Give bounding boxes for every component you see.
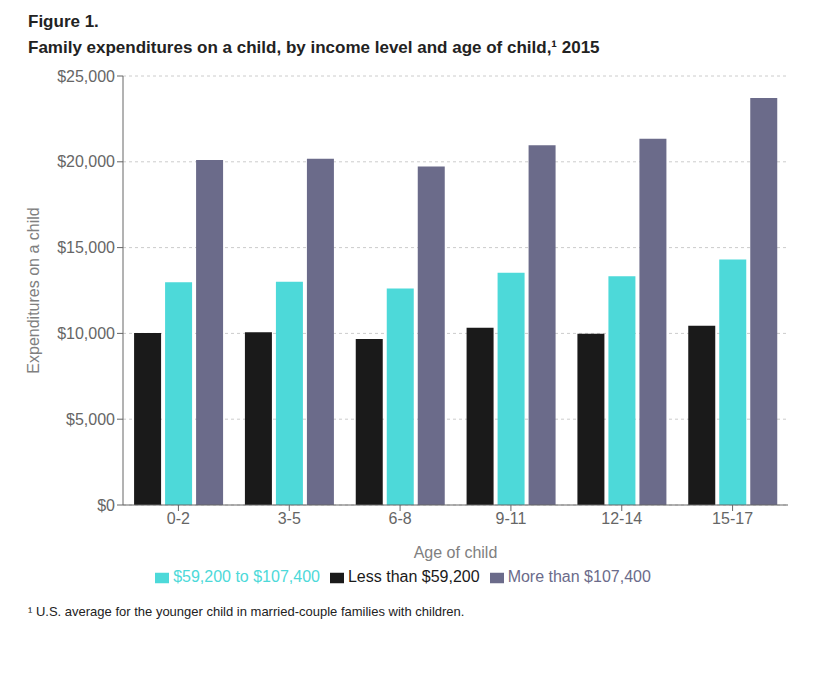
svg-text:3-5: 3-5 (278, 510, 301, 527)
html-text:More than $107,400: More than $107,400 (507, 568, 651, 585)
svg-text:$5,000: $5,000 (66, 411, 115, 428)
svg-text:12-14: 12-14 (601, 510, 642, 527)
svg-text:$25,000: $25,000 (57, 68, 115, 85)
svg-text:$0: $0 (97, 497, 115, 514)
html-text:Less than $59,200: Less than $59,200 (348, 568, 480, 585)
html-text:Figure 1.: Figure 1. (28, 12, 99, 31)
html-text:¹ U.S. average for the younger: ¹ U.S. average for the younger child in … (28, 604, 465, 619)
svg-text:$20,000: $20,000 (57, 153, 115, 170)
html-text:$59,200 to $107,400: $59,200 to $107,400 (173, 568, 320, 585)
svg-text:9-11: 9-11 (495, 510, 526, 527)
svg-text:15-17: 15-17 (712, 510, 753, 527)
svg-text:6-8: 6-8 (389, 510, 412, 527)
svg-text:Age of child: Age of child (414, 544, 498, 561)
svg-text:Expenditures on a child: Expenditures on a child (25, 207, 42, 373)
svg-text:$15,000: $15,000 (57, 239, 115, 256)
html-text:Family expenditures on a child: Family expenditures on a child, by incom… (28, 38, 600, 57)
svg-text:0-2: 0-2 (167, 510, 190, 527)
svg-text:$10,000: $10,000 (57, 325, 115, 342)
